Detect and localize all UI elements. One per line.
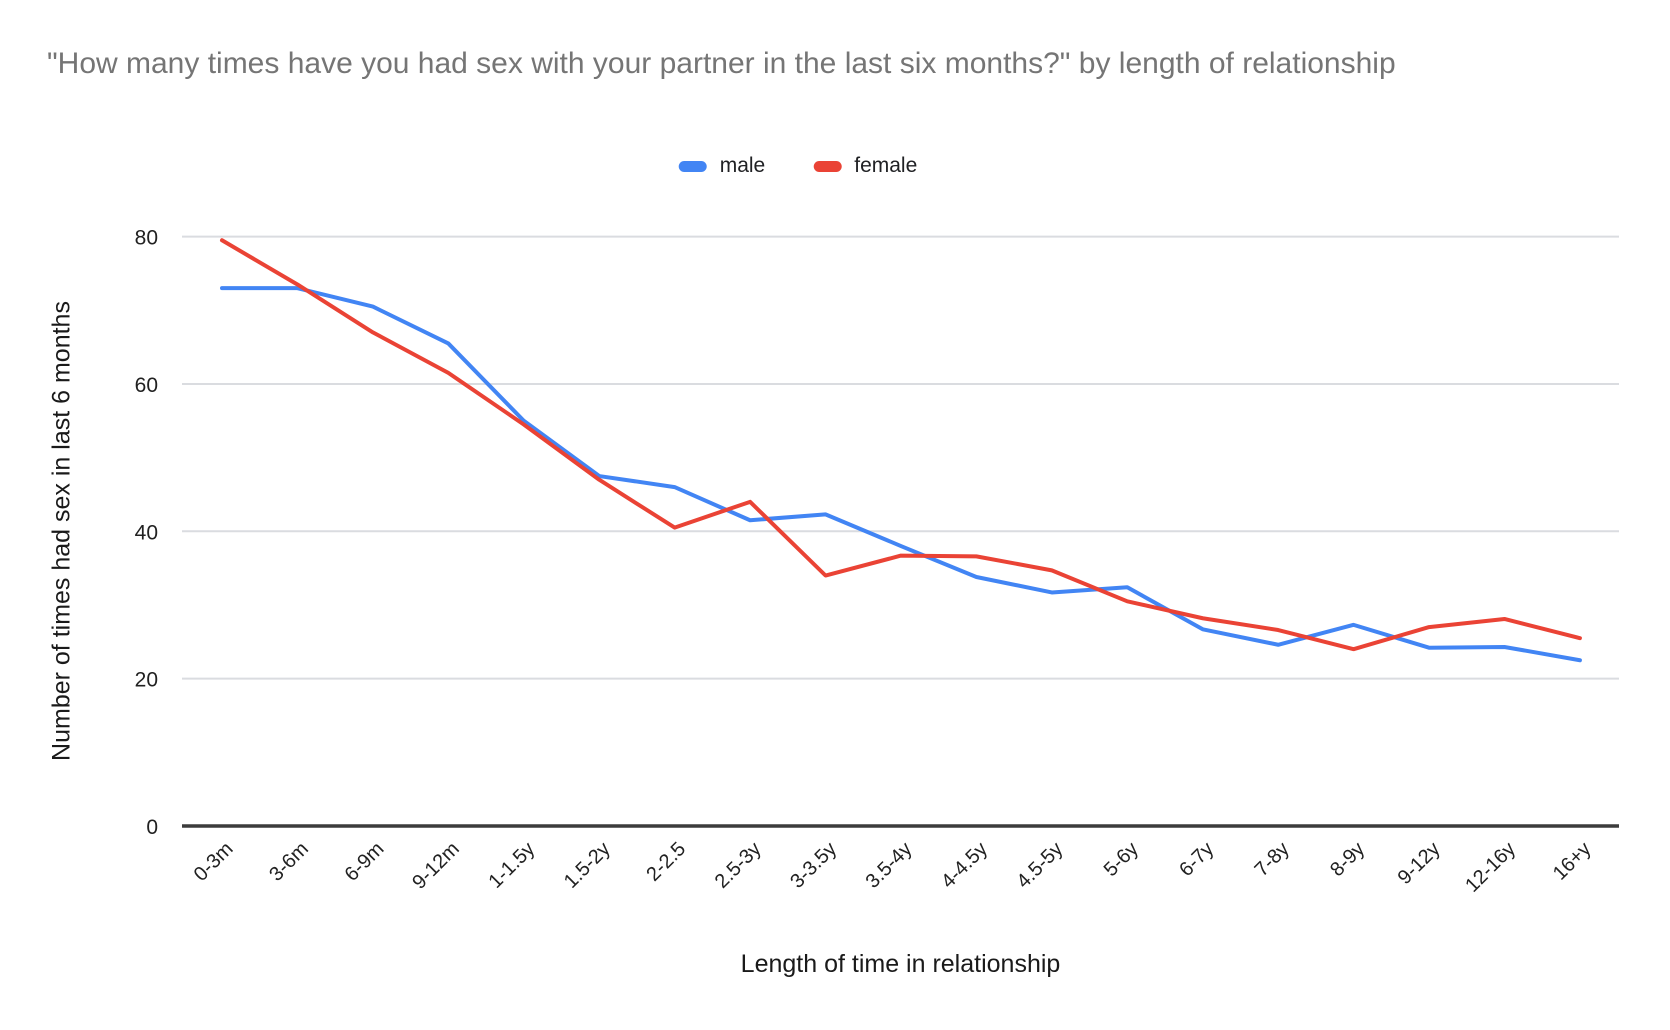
x-tick-label: 9-12y: [1394, 838, 1445, 889]
y-tick-label: 80: [135, 227, 158, 250]
legend-label-male: male: [719, 154, 766, 177]
y-tick-label: 20: [135, 669, 158, 692]
female-series-swatch-icon: [813, 160, 842, 172]
x-tick-label: 9-12m: [408, 838, 464, 894]
x-tick-label: 0-3m: [190, 838, 238, 886]
x-tick-label: 4.5-5y: [1013, 838, 1068, 893]
y-tick-label: 40: [135, 521, 158, 544]
male-series-swatch-icon: [678, 160, 707, 172]
x-tick-label: 6-9m: [341, 838, 389, 886]
x-tick-label: 3-6m: [265, 838, 313, 886]
x-tick-label: 1-1.5y: [484, 838, 539, 893]
x-tick-label: 6-7y: [1175, 838, 1218, 881]
x-tick-label: 1.5-2y: [560, 838, 615, 893]
x-tick-label: 5-6y: [1100, 838, 1143, 881]
legend-item-male: male: [678, 154, 766, 178]
x-tick-label: 7-8y: [1251, 838, 1294, 881]
x-tick-label: 3-3.5y: [786, 838, 841, 893]
female-series-line: [220, 238, 1582, 652]
x-tick-label: 3.5-4y: [862, 838, 917, 893]
male-series-line: [220, 286, 1582, 663]
y-tick-label: 0: [146, 816, 158, 839]
legend-item-female: female: [813, 154, 917, 178]
legend-label-female: female: [854, 154, 918, 177]
chart-title: "How many times have you had sex with yo…: [47, 47, 1396, 80]
x-tick-label: 4-4.5y: [937, 838, 992, 893]
legend: male female: [678, 153, 917, 179]
x-tick-label: 8-9y: [1326, 838, 1369, 881]
y-tick-label: 60: [135, 374, 158, 397]
x-axis-title: Length of time in relationship: [740, 950, 1061, 978]
x-tick-label: 12-16y: [1461, 838, 1520, 897]
x-tick-label: 16+y: [1549, 838, 1596, 885]
y-axis-title: Number of times had sex in last 6 months: [47, 301, 76, 761]
x-tick-label: 2.5-3y: [711, 838, 766, 893]
x-tick-label: 2-2.5: [642, 838, 690, 886]
